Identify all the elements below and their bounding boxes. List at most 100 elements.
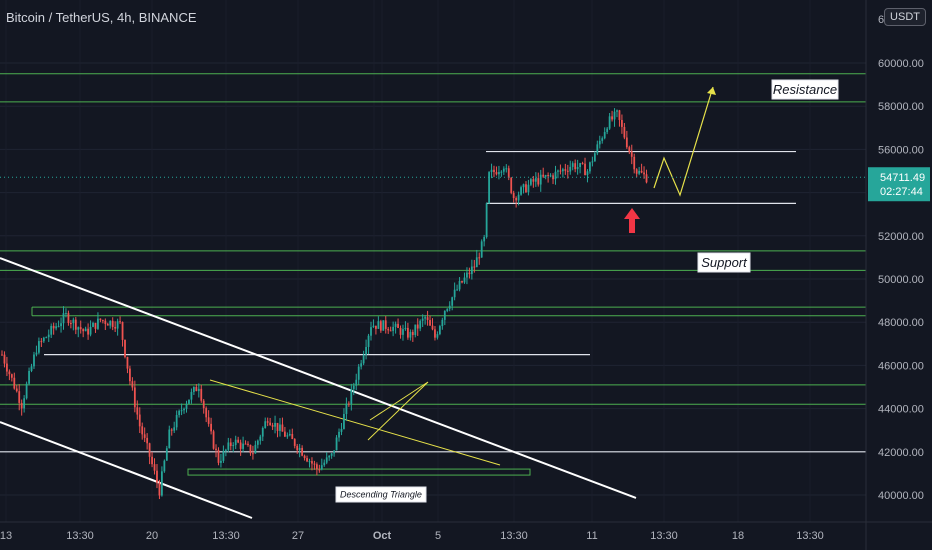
candle-body — [527, 184, 530, 193]
descending-triangle-label: Descending Triangle — [340, 490, 422, 500]
candle-body — [389, 330, 392, 332]
candle-body — [151, 456, 153, 465]
price-axis-background — [866, 0, 932, 550]
price-tick-label: 42000.00 — [878, 447, 924, 459]
candle-body — [200, 388, 203, 401]
price-tick-label: 60000.00 — [878, 58, 924, 70]
candle-body — [165, 448, 168, 461]
candle-body — [495, 172, 498, 175]
candle-body — [168, 429, 171, 449]
candle-body — [510, 177, 513, 193]
candle-body — [99, 318, 102, 321]
candle-body — [564, 169, 567, 171]
time-axis[interactable]: 13 13:30 20 13:30 27 Oct 5 13:30 11 13:30 18 13:30 — [0, 521, 932, 542]
resistance-label-box — [771, 79, 839, 100]
channel-lower-line — [0, 421, 253, 519]
candle-body — [601, 138, 604, 141]
candle-body — [306, 458, 308, 462]
candle-body — [446, 308, 449, 311]
candle-body — [436, 334, 439, 338]
candle-body — [266, 421, 269, 423]
time-tick-label: 13:30 — [650, 530, 678, 542]
candle-body — [261, 428, 264, 437]
candle-body — [126, 356, 129, 369]
candle-body — [25, 383, 28, 399]
candle-body — [74, 319, 77, 330]
candle-body — [384, 320, 387, 329]
candle-body — [493, 169, 495, 173]
price-tick-label: 56000.00 — [878, 144, 924, 156]
candle-body — [623, 126, 626, 138]
candle-body — [394, 323, 397, 327]
candle-body — [42, 337, 45, 342]
candle-body — [347, 403, 350, 405]
candle-body — [475, 257, 478, 268]
time-tick-label: 11 — [586, 530, 597, 542]
candle-body — [161, 471, 163, 496]
candle-body — [507, 168, 510, 178]
candle-body — [301, 447, 304, 456]
candle-body — [3, 354, 6, 364]
candle-body — [311, 461, 313, 464]
candle-body — [453, 289, 456, 298]
candle-body — [522, 184, 525, 188]
horizontal-levels — [0, 73, 866, 476]
candle-body — [367, 335, 370, 347]
candle-body — [220, 460, 222, 463]
support-arrow-icon — [624, 208, 640, 233]
candle-body — [579, 163, 581, 168]
candle-body — [466, 272, 468, 278]
candle-body — [357, 366, 360, 380]
projection-path — [653, 86, 714, 197]
candle-body — [239, 442, 242, 449]
candle-body — [372, 325, 375, 328]
candle-body — [124, 339, 126, 357]
candle-body — [473, 266, 476, 268]
candle-body — [170, 429, 173, 431]
candle-body — [79, 327, 82, 330]
candle-body — [561, 169, 564, 172]
candle-body — [411, 331, 414, 335]
candle-body — [50, 325, 53, 335]
candle-body — [370, 327, 372, 336]
candle-body — [635, 169, 638, 174]
candle-body — [643, 172, 645, 175]
candle-body — [621, 119, 623, 127]
candle-body — [421, 318, 424, 321]
projection-arrowhead — [707, 87, 716, 95]
candle-body — [429, 320, 431, 326]
candle-body — [111, 320, 114, 327]
price-tick-label: 50000.00 — [878, 274, 924, 286]
candle-body — [375, 325, 377, 329]
symbol-title: Bitcoin / TetherUS, 4h, BINANCE — [6, 10, 197, 25]
resistance-label: Resistance — [773, 82, 837, 97]
candle-body — [362, 354, 365, 364]
candle-body — [512, 192, 515, 199]
time-tick-label: 18 — [732, 530, 744, 542]
time-tick-label: 5 — [435, 530, 441, 542]
candle-body — [264, 421, 267, 429]
candle-body — [271, 425, 274, 427]
candle-body — [461, 281, 463, 283]
candle-body — [335, 437, 338, 451]
candle-body — [35, 352, 38, 355]
currency-button[interactable]: USDT — [884, 8, 926, 26]
candle-body — [131, 381, 134, 388]
candle-body — [603, 132, 606, 139]
candlestick-series — [1, 108, 648, 500]
candle-body — [106, 324, 109, 326]
candle-body — [463, 277, 466, 283]
candle-body — [409, 331, 412, 338]
price-tick-label: 58000.00 — [878, 101, 924, 113]
candle-body — [416, 324, 419, 329]
candle-body — [87, 328, 89, 335]
chart-grid — [0, 62, 866, 496]
candle-body — [630, 151, 633, 157]
candle-body — [404, 327, 407, 330]
candle-body — [133, 387, 136, 408]
candle-body — [33, 354, 35, 367]
candle-body — [286, 435, 289, 437]
candle-body — [146, 437, 149, 444]
